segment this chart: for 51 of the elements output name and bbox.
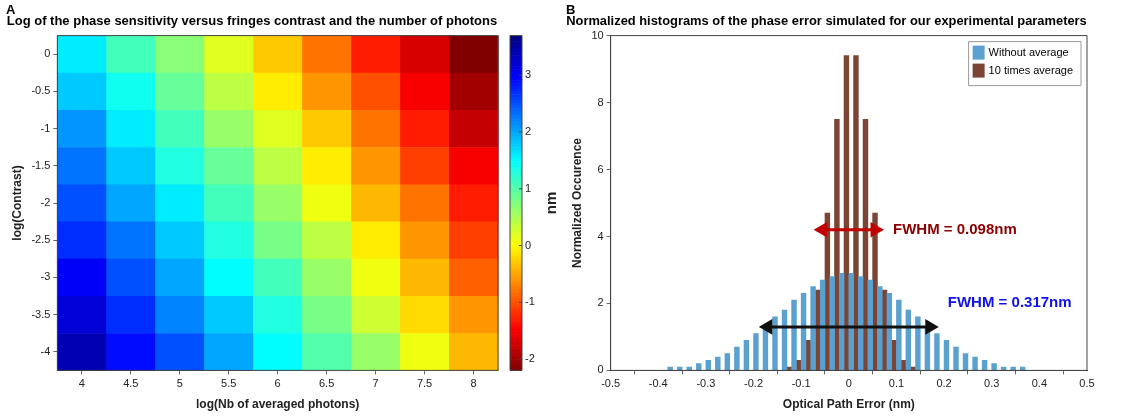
x-tick-label: 6.5 — [318, 377, 335, 390]
y-axis-title: log(Contrast) — [9, 165, 24, 241]
color-bar-label: 1 — [525, 181, 532, 194]
y-tick-label: -4 — [40, 344, 51, 357]
y-tick-label: 8 — [597, 95, 604, 108]
chart-title: Normalized histograms of the phase error simulated for our experimental parameters — [566, 13, 1087, 29]
x-axis-title: log(Nb of averaged photons) — [196, 397, 360, 412]
x-tick-label: 7.5 — [416, 377, 433, 390]
y-tick-label: -0.5 — [31, 84, 51, 97]
color-bar-label: -2 — [525, 352, 535, 365]
x-tick-label: 4.5 — [123, 377, 139, 390]
x-tick-label: -0.3 — [696, 377, 716, 390]
y-tick-label: 0 — [44, 47, 51, 60]
x-tick-label: 8 — [470, 377, 477, 390]
x-tick-label: 0.1 — [888, 377, 905, 390]
y-tick-label: -1.5 — [31, 158, 51, 171]
x-tick-label: -0.4 — [648, 377, 668, 390]
x-tick-label: 0 — [845, 377, 852, 390]
color-bar-label: 2 — [525, 125, 532, 138]
chart-title: Log of the phase sensitivity versus fringes contrast and the number of photons — [6, 13, 498, 29]
x-tick-label: 7 — [372, 377, 379, 390]
x-axis-title: Optical Path Error (nm) — [782, 397, 915, 412]
y-tick-label: 6 — [597, 162, 604, 175]
y-tick-label: 10 — [591, 28, 604, 41]
color-bar-label: -1 — [525, 295, 535, 308]
y-tick-label: -1 — [40, 121, 51, 134]
x-tick-label: -0.2 — [744, 377, 764, 390]
x-tick-label: 0.5 — [1079, 377, 1095, 390]
y-tick-label: 0 — [597, 363, 604, 376]
annotation: FWHM = 0.098nm — [893, 219, 1017, 237]
color-bar-label: 0 — [525, 238, 532, 251]
y-tick-label: -3 — [40, 270, 51, 283]
legend-label: 10 times average — [988, 63, 1074, 76]
y-tick-label: 4 — [597, 229, 604, 242]
color-bar-title: nm — [542, 191, 560, 215]
x-tick-label: 4 — [78, 377, 85, 390]
x-tick-label: 0.4 — [1031, 377, 1048, 390]
x-tick-label: 6 — [274, 377, 281, 390]
color-bar-label: 3 — [525, 68, 532, 81]
x-tick-label: 0.2 — [936, 377, 952, 390]
annotation: FWHM = 0.317nm — [947, 293, 1072, 311]
x-tick-label: 5 — [176, 377, 183, 390]
x-tick-label: 0.3 — [984, 377, 1000, 390]
legend-label: Without average — [988, 45, 1069, 58]
y-tick-label: -2 — [40, 196, 51, 209]
x-tick-label: 5.5 — [221, 377, 237, 390]
y-tick-label: -3.5 — [31, 307, 51, 320]
x-tick-label: -0.1 — [791, 377, 811, 390]
y-axis-title: Normalized Occurence — [569, 137, 584, 269]
y-tick-label: 2 — [597, 296, 604, 309]
y-tick-label: -2.5 — [31, 233, 51, 246]
